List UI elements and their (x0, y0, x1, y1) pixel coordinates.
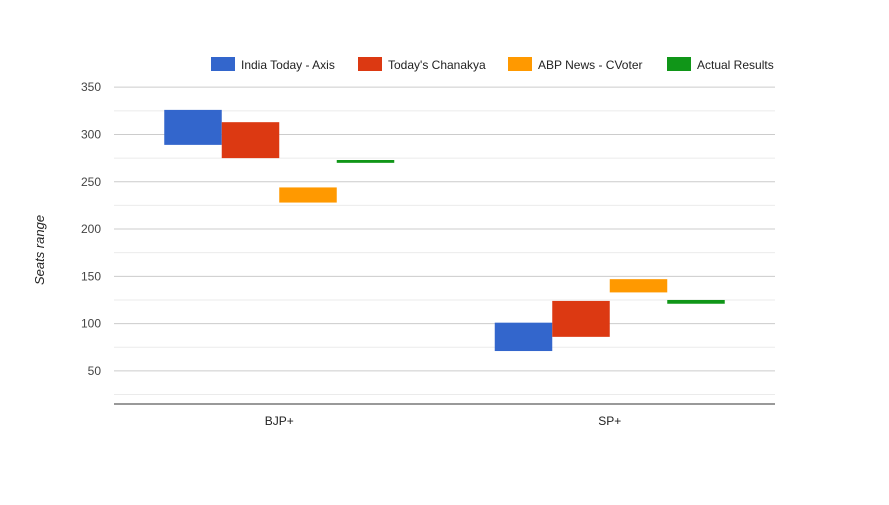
bar-bjp-series-3 (336, 160, 395, 163)
legend-label: Today's Chanakya (388, 58, 486, 72)
y-tick-label: 200 (81, 222, 101, 236)
bar-bjp-series-0 (164, 109, 222, 145)
bar-bjp-series-2 (279, 187, 337, 203)
bars (164, 109, 725, 352)
y-tick-label: 50 (88, 364, 102, 378)
x-tick-label: BJP+ (265, 414, 294, 428)
y-tick-label: 150 (81, 269, 101, 283)
y-tick-label: 250 (81, 175, 101, 189)
y-axis-ticks: 50 100 150 200 250 300 350 (81, 80, 101, 378)
legend-label: Actual Results (697, 58, 774, 72)
bar-sp-series-1 (552, 300, 610, 337)
y-axis-title: Seats range (32, 215, 47, 285)
bar-sp-series-2 (609, 279, 668, 293)
bar-sp-series-0 (494, 322, 553, 352)
legend-label: ABP News - CVoter (538, 58, 642, 72)
x-tick-label: SP+ (598, 414, 621, 428)
legend-swatch (358, 57, 382, 71)
bar-bjp-series-1 (221, 122, 280, 159)
y-tick-label: 100 (81, 317, 101, 331)
legend-swatch (508, 57, 532, 71)
x-axis-ticks: BJP+ SP+ (265, 414, 622, 428)
y-tick-label: 350 (81, 80, 101, 94)
bar-sp-series-3 (667, 299, 725, 304)
legend-swatch (667, 57, 691, 71)
legend-swatch (211, 57, 235, 71)
legend: India Today - Axis Today's Chanakya ABP Ne… (211, 57, 774, 72)
legend-label: India Today - Axis (241, 58, 335, 72)
y-tick-label: 300 (81, 127, 101, 141)
